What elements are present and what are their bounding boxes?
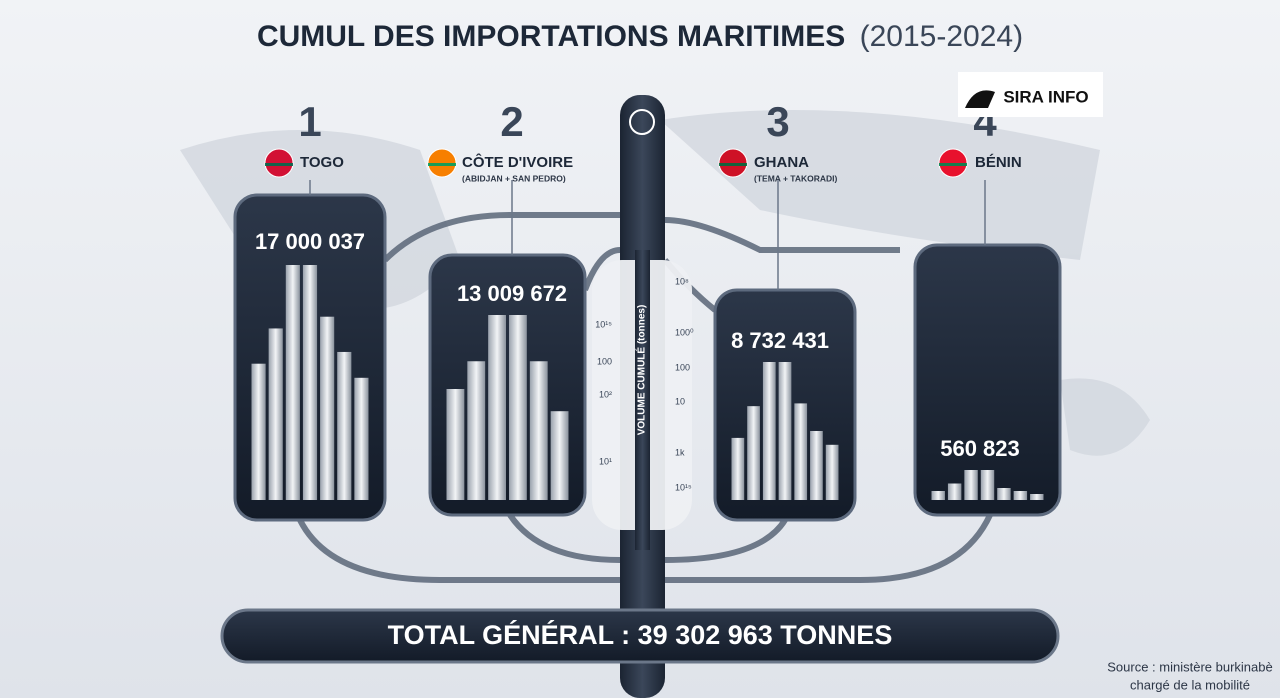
- title-main: CUMUL DES IMPORTATIONS MARITIMES: [257, 20, 845, 53]
- decor-bar: [778, 362, 792, 500]
- globe-icon: [629, 109, 655, 135]
- flag-band: [265, 163, 293, 166]
- decor-bar: [550, 411, 569, 500]
- source-line: chargé de la mobilité: [1130, 677, 1250, 692]
- decor-bar: [794, 403, 808, 500]
- decor-bar: [268, 328, 283, 500]
- country-name: BÉNIN: [975, 154, 1022, 171]
- country-name: GHANA: [754, 154, 809, 171]
- country-panel: [913, 243, 1062, 517]
- decor-bar: [980, 470, 995, 500]
- rank: 3: [766, 98, 789, 145]
- decor-bar: [762, 362, 776, 500]
- decor-bar: [467, 361, 486, 500]
- decor-bar: [337, 351, 352, 500]
- rank: 1: [298, 98, 321, 145]
- decor-bar: [1013, 491, 1028, 500]
- title: CUMUL DES IMPORTATIONS MARITIMES (2015-2…: [257, 20, 1023, 53]
- axis-tick-label: 100⁰: [675, 327, 694, 337]
- axis-tick-label: 10¹: [599, 456, 612, 466]
- flow-lines: [297, 212, 993, 583]
- axis-tick-label: 10: [675, 396, 685, 406]
- axis-tick-label: 10¹⁵: [595, 319, 612, 329]
- country-name: CÔTE D'IVOIRE: [462, 153, 573, 171]
- axis-tick-label: 1k: [675, 447, 685, 457]
- country-name: TOGO: [300, 154, 344, 171]
- decor-bar: [731, 437, 745, 500]
- decor-bar: [747, 406, 760, 500]
- decor-bar: [825, 444, 839, 500]
- axis-label: VOLUME CUMULÉ (tonnes): [635, 305, 648, 436]
- flag-band: [719, 163, 747, 166]
- axis-tick-label: 10¹⁵: [675, 482, 692, 492]
- decor-bar: [320, 316, 335, 500]
- title-period: (2015-2024): [860, 20, 1023, 53]
- logo-icon: [965, 90, 995, 108]
- decor-bar: [488, 315, 506, 500]
- decor-bar: [810, 431, 823, 500]
- decor-bar: [302, 265, 318, 500]
- logo-text: SIRA INFO: [1003, 87, 1088, 106]
- country-value: 13 009 672: [457, 281, 567, 306]
- decor-bar: [529, 361, 548, 500]
- axis-tick-label: 100: [675, 362, 690, 372]
- decor-bar: [509, 315, 527, 500]
- decor-bar: [251, 363, 266, 500]
- rank: 2: [500, 98, 523, 145]
- decor-bar: [997, 488, 1011, 500]
- country-value: 560 823: [940, 436, 1020, 461]
- axis-tick-label: 100: [597, 356, 612, 366]
- decor-bar: [446, 389, 465, 500]
- total: TOTAL GÉNÉRAL : 39 302 963 TONNES: [388, 619, 893, 650]
- axis-tick-label: 10²: [599, 389, 612, 399]
- country-value: 17 000 037: [255, 229, 365, 254]
- axis-tick-label: 10⁸: [675, 276, 689, 286]
- decor-bar: [354, 377, 369, 500]
- country-sub: (TEMA + TAKORADI): [754, 173, 838, 183]
- decor-bar: [947, 483, 962, 500]
- decor-bar: [1030, 494, 1044, 500]
- decor-bar: [285, 265, 300, 500]
- total-bar: [220, 608, 1060, 664]
- country-value: 8 732 431: [731, 328, 829, 353]
- source-line: Source : ministère burkinabè: [1107, 659, 1272, 674]
- flag-band: [428, 163, 456, 166]
- decor-bar: [931, 491, 945, 500]
- axis-bar: [635, 250, 650, 550]
- flag-band: [939, 163, 967, 166]
- country-sub: (ABIDJAN + SAN PEDRO): [462, 173, 566, 183]
- decor-bar: [964, 470, 978, 500]
